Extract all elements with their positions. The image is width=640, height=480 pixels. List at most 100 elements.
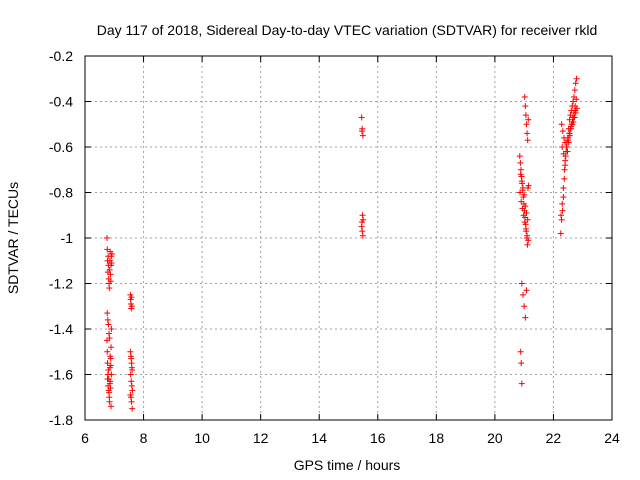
data-point: [108, 371, 115, 378]
data-point: [517, 348, 524, 355]
y-tick-label: -1.2: [49, 276, 73, 292]
data-point: [518, 360, 525, 367]
data-point: [524, 137, 531, 144]
data-point: [358, 219, 365, 226]
data-point: [523, 287, 530, 294]
y-tick-label: -1: [61, 230, 74, 246]
data-point: [108, 250, 115, 257]
data-point: [359, 212, 366, 219]
data-point: [522, 103, 529, 110]
data-point: [560, 184, 567, 191]
data-point: [559, 200, 566, 207]
data-point: [518, 198, 525, 205]
data-point: [104, 310, 111, 317]
data-point: [572, 107, 579, 114]
data-point: [558, 216, 565, 223]
data-point: [107, 362, 114, 369]
data-point: [128, 364, 135, 371]
data-point: [561, 175, 568, 182]
data-point: [127, 371, 134, 378]
data-point: [523, 121, 530, 128]
data-point: [104, 360, 111, 367]
data-point: [557, 230, 564, 237]
data-point: [104, 376, 111, 383]
data-point: [571, 87, 578, 94]
data-point: [107, 278, 114, 285]
data-point: [521, 303, 528, 310]
data-point: [519, 291, 526, 298]
data-point: [518, 280, 525, 287]
y-tick-label: -1.8: [49, 412, 73, 428]
data-point: [107, 271, 114, 278]
x-tick-label: 10: [194, 430, 210, 446]
data-point: [524, 232, 531, 239]
data-point: [561, 166, 568, 173]
data-point: [359, 228, 366, 235]
x-tick-label: 18: [429, 430, 445, 446]
data-point: [105, 321, 112, 328]
data-point: [570, 114, 577, 121]
data-point: [106, 285, 113, 292]
x-tick-label: 16: [370, 430, 386, 446]
data-point: [572, 80, 579, 87]
data-point: [127, 394, 134, 401]
data-point: [108, 260, 115, 267]
data-point: [359, 132, 366, 139]
data-point: [108, 326, 115, 332]
data-point: [524, 130, 531, 137]
data-point: [522, 112, 529, 119]
data-point: [560, 194, 567, 201]
data-point: [358, 114, 365, 121]
axis-ticks: 6 8 10 12 14 16 18 20 22 24 -1.8 -1.6 -1.4 -1.2 -1 -0.8…: [49, 48, 620, 446]
data-point: [558, 121, 565, 128]
data-point: [108, 403, 115, 410]
plot-frame: [84, 55, 613, 421]
data-point: [563, 144, 570, 150]
y-tick-label: -1.4: [49, 321, 73, 337]
data-point: [521, 93, 528, 100]
data-point: [522, 314, 529, 321]
data-point: [106, 330, 113, 337]
y-tick-label: -1.6: [49, 367, 73, 383]
data-point: [128, 303, 135, 310]
data-point: [522, 225, 529, 232]
x-tick-label: 8: [140, 430, 148, 446]
data-point: [128, 355, 135, 362]
data-point: [518, 380, 525, 387]
data-point: [103, 235, 110, 241]
grid: [85, 56, 612, 420]
x-tick-label: 22: [546, 430, 562, 446]
data-point: [106, 398, 113, 405]
data-point: [107, 353, 114, 360]
y-tick-label: -0.2: [49, 48, 73, 64]
data-point: [517, 171, 524, 178]
x-tick-label: 20: [487, 430, 503, 446]
data-point: [566, 130, 573, 137]
x-tick-label: 24: [604, 430, 620, 446]
data-point: [128, 378, 135, 385]
data-point: [573, 96, 580, 103]
data-point: [573, 75, 580, 82]
data-point: [517, 159, 524, 166]
data-point: [558, 212, 565, 219]
data-point: [525, 116, 532, 123]
x-tick-label: 14: [311, 430, 327, 446]
data-point: [128, 382, 135, 389]
data-point: [524, 241, 531, 248]
data-point: [525, 182, 532, 189]
data-point: [104, 348, 111, 355]
y-tick-label: -0.8: [49, 185, 73, 201]
data-point: [106, 335, 113, 342]
data-point: [560, 150, 567, 157]
data-point: [129, 387, 136, 394]
data-point: [127, 348, 134, 355]
data-point: [522, 203, 529, 210]
data-point: [359, 232, 366, 239]
data-points: [103, 75, 580, 412]
data-point: [106, 266, 113, 273]
data-point: [105, 387, 112, 394]
data-point: [518, 178, 525, 185]
data-point: [106, 380, 113, 387]
y-tick-label: -0.6: [49, 139, 73, 155]
